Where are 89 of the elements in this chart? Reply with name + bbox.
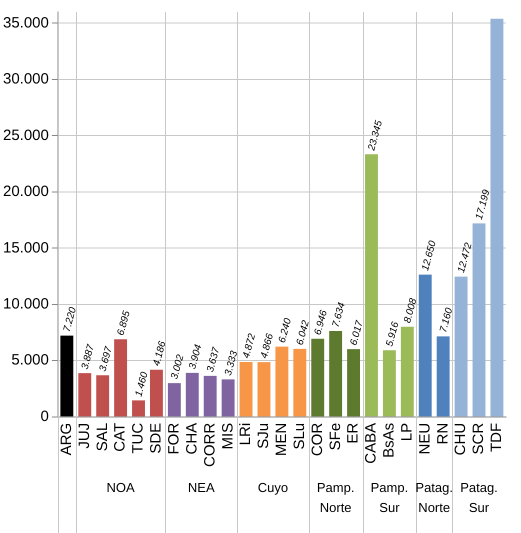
bar (454, 276, 468, 416)
bar (150, 370, 163, 416)
bar (78, 373, 92, 416)
x-tick-label: CORR (201, 422, 218, 468)
data-label: 5.916 (384, 320, 402, 348)
x-tick-label: SJu (255, 422, 272, 449)
y-tick-label: 15.000 (2, 239, 49, 256)
x-tick-label: CHA (183, 422, 200, 455)
text: NEA (188, 480, 215, 496)
y-tick-label: 30.000 (2, 70, 49, 88)
x-tick-label: LRi (237, 422, 254, 446)
text: Pamp. Norte (316, 480, 354, 516)
bar (329, 330, 342, 416)
x-tick-label: RN (434, 422, 452, 445)
text: NOA (106, 480, 136, 496)
x-tick-label: COR (308, 422, 326, 456)
data-label: 6.017 (348, 319, 366, 347)
x-tick-label: LP (398, 422, 416, 442)
bar (418, 274, 432, 416)
x-tick-label: MIS (219, 422, 236, 450)
x-tick-label: SDE (148, 422, 165, 454)
data-label: 6.042 (294, 318, 312, 346)
bar (240, 362, 252, 416)
x-tick-label: TUC (130, 422, 147, 454)
x-tick-label: CABA (362, 422, 380, 464)
text: Cuyo (258, 480, 288, 496)
x-tick-label: ARG (58, 422, 75, 456)
data-label: 7.220 (62, 306, 80, 334)
data-label: 8.008 (402, 296, 420, 324)
data-label: 17.199 (474, 188, 493, 221)
x-tick-label: SLu (290, 422, 308, 450)
data-label: 3.904 (187, 342, 204, 370)
text: Pamp. Sur (370, 480, 408, 516)
data-label: 6.946 (312, 308, 330, 336)
bar (275, 346, 288, 416)
bar (472, 223, 486, 416)
y-tick-label: 35.000 (2, 14, 49, 32)
x-tick-label: CHU (452, 422, 470, 456)
data-label: 3.333 (223, 349, 240, 377)
text: Patag. Norte (415, 480, 453, 516)
bar (60, 336, 74, 416)
x-tick-label: SAL (94, 422, 111, 452)
data-label: 3.002 (169, 353, 187, 381)
data-label: 1.460 (133, 370, 151, 398)
y-tick-label: 0 (40, 408, 49, 425)
data-label: 7.634 (330, 301, 348, 328)
y-tick-label: 5.000 (11, 352, 49, 369)
bar (222, 379, 235, 416)
y-tick-label: 20.000 (2, 183, 49, 200)
bar (186, 372, 199, 416)
y-tick-label: 25.000 (2, 126, 49, 144)
bar (436, 336, 450, 416)
x-tick-label: SFe (326, 422, 344, 450)
x-tick-label: MEN (273, 422, 290, 456)
data-label: 4.866 (258, 332, 276, 360)
bar (168, 383, 181, 416)
bar (347, 349, 360, 416)
bar (293, 348, 306, 416)
data-label: 12.650 (420, 239, 439, 272)
x-tick-label: JUJ (76, 422, 93, 449)
data-label: 6.895 (116, 309, 133, 337)
bar (400, 326, 414, 416)
bar (132, 400, 145, 416)
data-label: 4.186 (151, 340, 169, 368)
bar (311, 338, 324, 416)
data-label: 4.872 (241, 332, 258, 360)
bar (490, 18, 504, 416)
bar (365, 154, 378, 416)
y-tick-label: 10.000 (2, 296, 49, 313)
x-tick-label: ER (344, 422, 362, 444)
data-label: 12.472 (456, 241, 475, 274)
bar (114, 339, 128, 416)
x-tick-label: TDF (488, 422, 506, 452)
text: Patag. Sur (460, 480, 498, 516)
x-tick-label: CAT (112, 422, 129, 452)
bar (258, 362, 270, 416)
data-label: 3.697 (98, 345, 115, 373)
data-label: 23.345 (366, 118, 386, 153)
data-label: 3.637 (205, 346, 222, 374)
x-tick-label: SCR (470, 422, 488, 455)
x-tick-label: FOR (166, 422, 182, 455)
bar (204, 376, 217, 416)
bar (382, 350, 396, 416)
bar (96, 375, 110, 416)
x-tick-label: BsAs (380, 422, 398, 458)
data-label: 7.160 (438, 306, 456, 334)
data-label: 6.240 (276, 316, 294, 344)
data-label: 3.887 (80, 343, 97, 371)
x-tick-label: NEU (416, 422, 434, 455)
